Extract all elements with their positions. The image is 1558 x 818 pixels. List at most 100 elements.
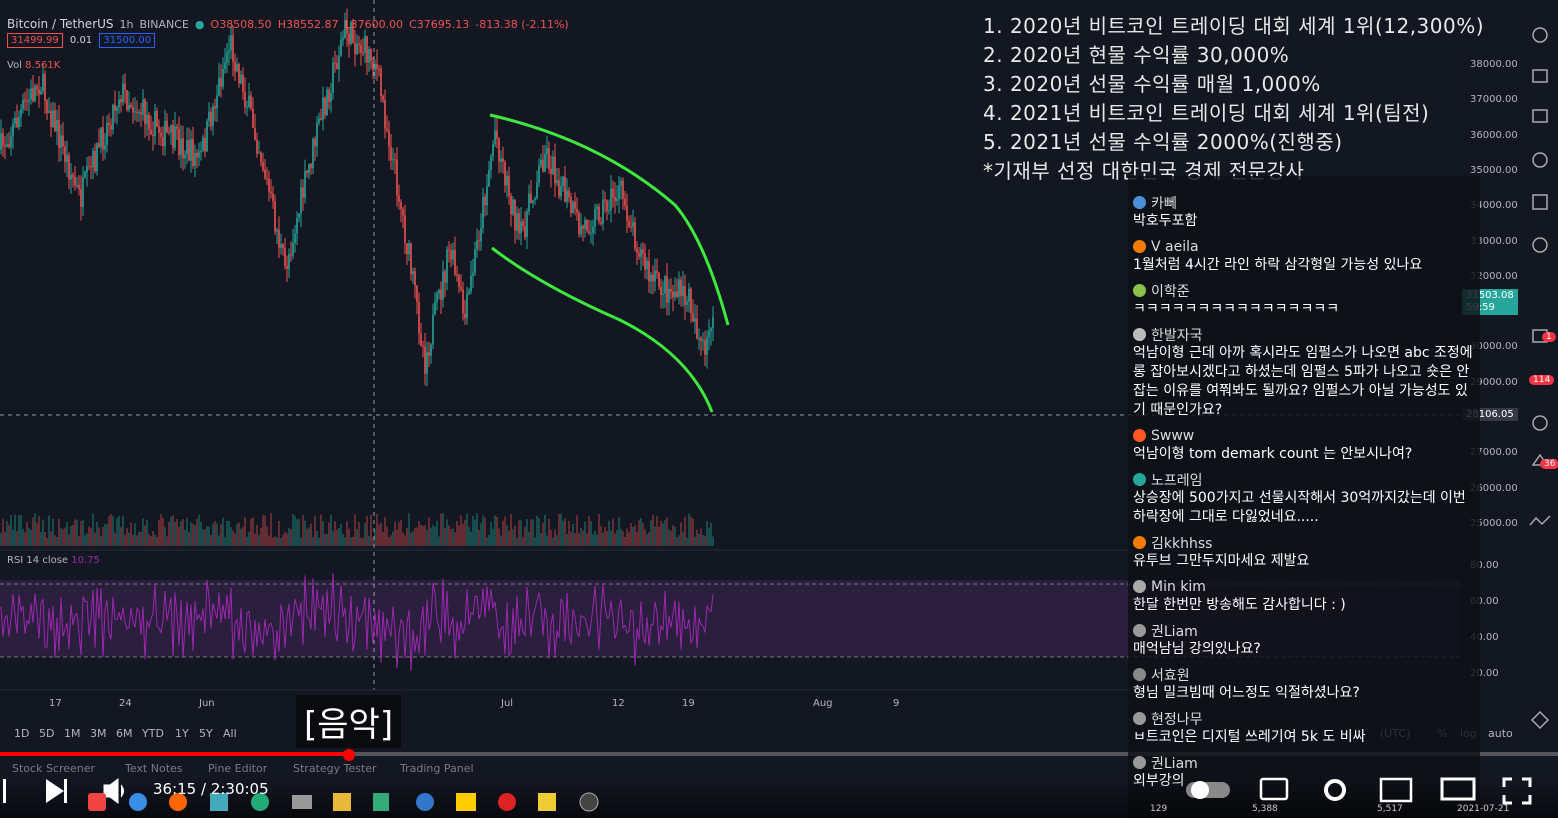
bid[interactable]: 31499.99 [7, 33, 63, 48]
progress-handle[interactable] [343, 749, 355, 761]
candle-body [386, 128, 388, 131]
candle-body [688, 288, 690, 302]
range-button[interactable]: 6M [116, 727, 133, 740]
volume-bar [238, 522, 240, 546]
progress-track[interactable] [0, 752, 1558, 756]
volume-bar [26, 522, 28, 546]
candle-body [604, 199, 606, 201]
candle-body [230, 35, 232, 51]
author-name: Swww [1151, 427, 1195, 444]
candle-body [138, 112, 140, 114]
volume-bar [610, 530, 612, 546]
candle-body [572, 201, 574, 214]
ask[interactable]: 31500.00 [99, 33, 156, 48]
volume-bar [394, 521, 396, 546]
volume[interactable] [103, 778, 124, 804]
volume-bar [286, 533, 288, 546]
settings[interactable] [1324, 779, 1346, 801]
volume-bar [48, 515, 50, 546]
range-button[interactable]: 1D [14, 727, 30, 740]
volume-bar [578, 532, 580, 546]
candle-body [76, 184, 78, 186]
volume-bar [270, 513, 272, 546]
theater[interactable] [1440, 777, 1476, 801]
chat-message: 억남이형 근데 아까 혹시라도 임펄스가 나오면 abc 조정에 롱 잡아보시겠… [1133, 345, 1473, 418]
candle-body [258, 152, 260, 154]
volume-bar [74, 519, 76, 546]
candle-body [332, 62, 334, 93]
candle-body [190, 138, 192, 161]
candle-body [700, 338, 702, 342]
volume-bar [676, 537, 678, 546]
volume-bar [654, 526, 656, 546]
range-button[interactable]: All [223, 727, 237, 740]
axis-option[interactable]: auto [1488, 727, 1513, 740]
volume-bar [538, 518, 540, 546]
candle-body [408, 243, 410, 255]
candle-body [614, 196, 616, 202]
prev[interactable] [3, 779, 6, 803]
bottom-tab[interactable]: Trading Panel [400, 762, 474, 775]
volume-bar [294, 515, 296, 546]
candle-body [502, 158, 504, 162]
volume-bar [352, 536, 354, 546]
volume-bar [322, 521, 324, 546]
volume-bar [640, 518, 642, 546]
volume-bar [378, 524, 380, 546]
volume-bar [464, 519, 466, 546]
range-button[interactable]: YTD [142, 727, 164, 740]
interval[interactable]: 1h [119, 18, 134, 31]
volume-bar [596, 534, 598, 546]
volume-bar [668, 529, 670, 546]
candle-body [534, 198, 536, 200]
candle-body [254, 128, 256, 140]
range-button[interactable]: 1Y [175, 727, 189, 740]
range-button[interactable]: 5Y [199, 727, 213, 740]
miniplayer[interactable] [1379, 777, 1413, 803]
candle-body [440, 289, 442, 300]
volume-bar [644, 529, 646, 546]
candle-body [472, 272, 474, 276]
range-button[interactable]: 3M [90, 727, 107, 740]
ohlc-low: L37600.00 [344, 18, 404, 31]
chat-author: 한발자국 [1133, 325, 1480, 344]
candle-body [396, 159, 398, 196]
candle-body [224, 62, 226, 70]
candle-body [672, 291, 674, 298]
candle-body [12, 123, 14, 137]
bottom-tab[interactable]: Pine Editor [208, 762, 268, 775]
candle-body [370, 49, 372, 61]
bottom-tab[interactable]: Text Notes [125, 762, 183, 775]
volume-bar [370, 514, 372, 546]
candle-body [360, 44, 362, 53]
symbol[interactable]: Bitcoin / TetherUS [7, 17, 114, 31]
candle-body [676, 291, 678, 297]
candle-body [178, 128, 180, 155]
candle-body [474, 249, 476, 273]
fullscreen[interactable] [1502, 777, 1532, 805]
volume-bar [264, 515, 266, 546]
candle-body [280, 244, 282, 248]
range-button[interactable]: 5D [39, 727, 55, 740]
volume-bar [674, 526, 676, 546]
candle-body [498, 138, 500, 162]
candle-body [132, 106, 134, 113]
bottom-tab[interactable]: Stock Screener [12, 762, 96, 775]
subtitles[interactable] [1259, 777, 1289, 801]
candle-body [260, 152, 262, 163]
volume-bar [566, 533, 568, 546]
range-button[interactable]: 1M [64, 727, 81, 740]
volume-bar [384, 517, 386, 546]
volume-bar [620, 528, 622, 546]
candle-body [296, 218, 298, 234]
time-tick-label: 17 [49, 698, 62, 709]
volume-bar [366, 516, 368, 546]
next[interactable] [46, 779, 67, 803]
candle-body [694, 318, 696, 322]
author-name: 한발자국 [1151, 327, 1203, 344]
volume-bar [102, 527, 104, 546]
candle-body [562, 176, 564, 186]
bottom-tab[interactable]: Strategy Tester [293, 762, 377, 775]
volume-bar [546, 535, 548, 546]
candle-body [458, 275, 460, 287]
